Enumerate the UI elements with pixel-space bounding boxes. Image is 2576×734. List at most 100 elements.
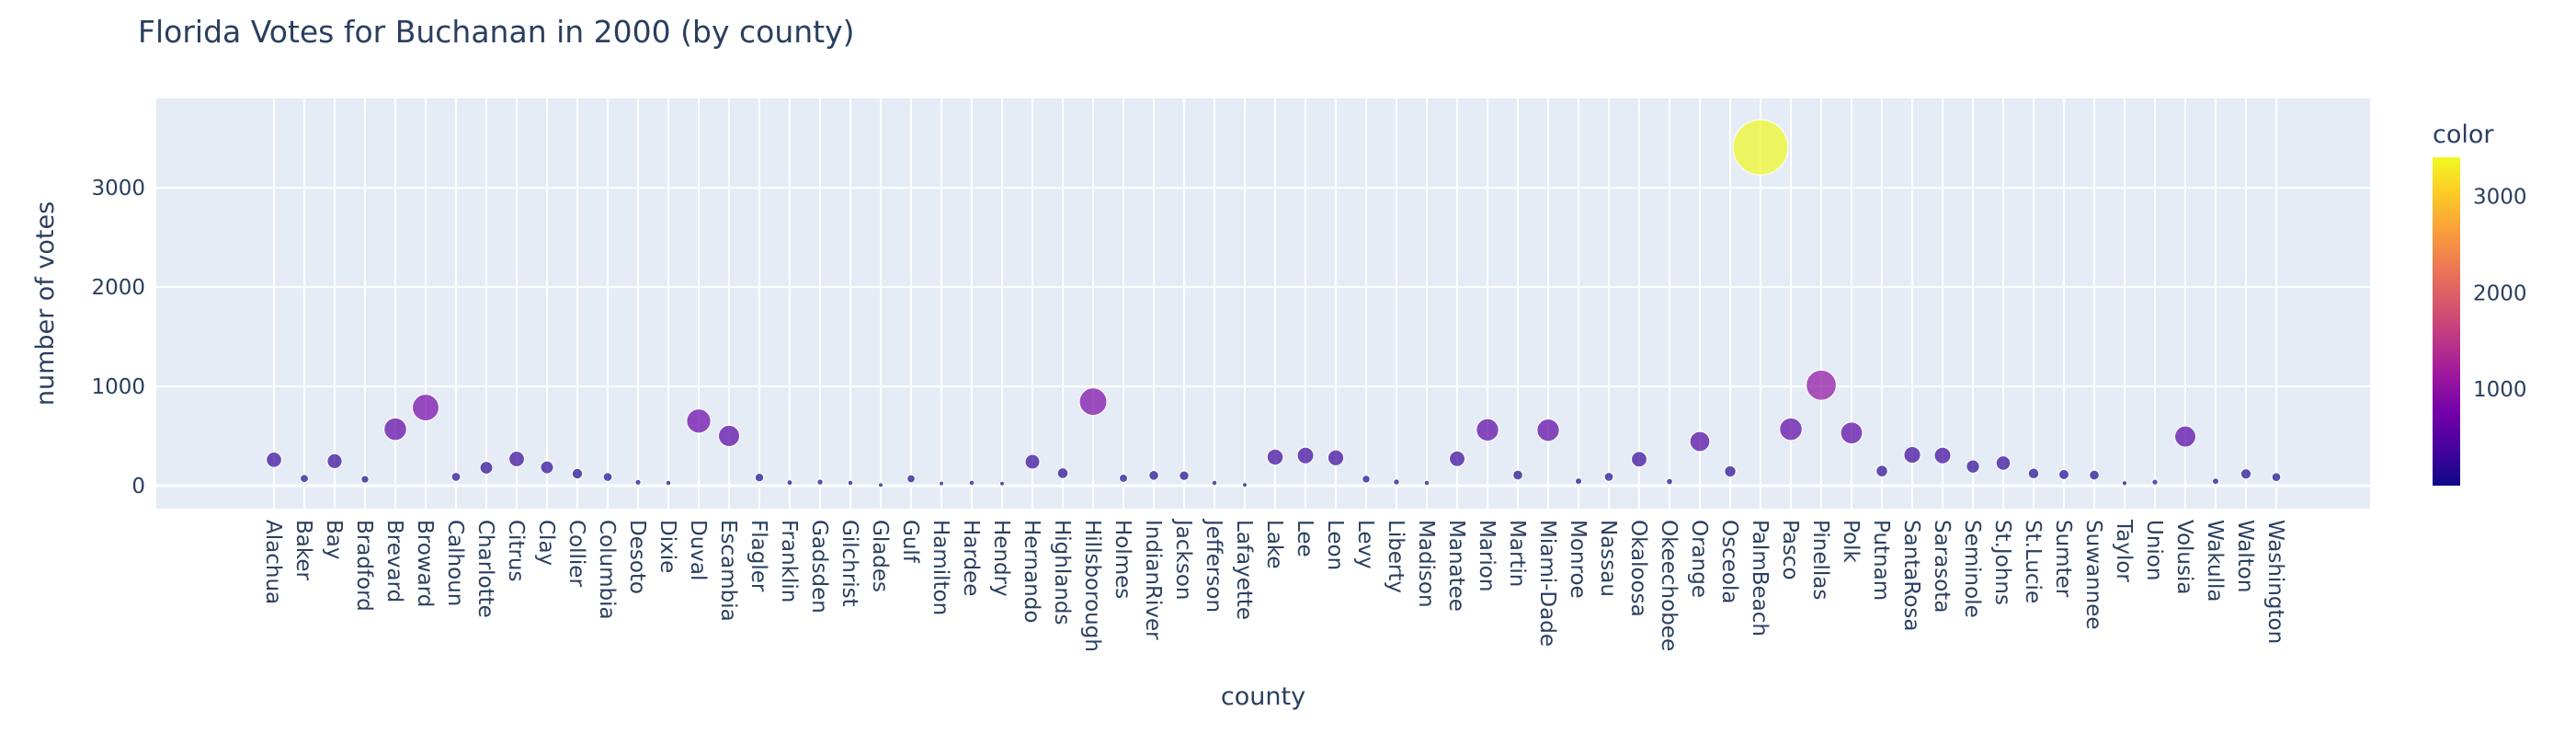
data-point[interactable]: [2089, 469, 2100, 481]
data-point[interactable]: [300, 474, 309, 484]
x-tick-label: Lee: [1293, 520, 1316, 557]
data-point[interactable]: [717, 424, 741, 447]
x-tick-label: Columbia: [595, 520, 619, 620]
y-tick-label: 0: [131, 475, 145, 499]
data-point[interactable]: [1933, 446, 1952, 464]
data-point[interactable]: [1603, 472, 1614, 482]
x-tick-label: Desoto: [625, 520, 649, 594]
x-tick-label: Escambia: [716, 520, 740, 622]
data-point[interactable]: [2174, 425, 2196, 448]
data-point[interactable]: [665, 479, 672, 487]
data-point[interactable]: [1449, 450, 1465, 467]
data-point[interactable]: [1056, 467, 1069, 479]
colorbar-tick-label: 2000: [2473, 281, 2527, 305]
x-tick-label: Okeechobee: [1657, 520, 1681, 651]
data-point[interactable]: [1362, 475, 1371, 484]
data-point[interactable]: [1966, 459, 1980, 474]
data-point[interactable]: [1024, 453, 1041, 470]
data-point[interactable]: [2151, 478, 2159, 486]
data-point[interactable]: [383, 417, 407, 442]
data-point[interactable]: [634, 478, 642, 486]
data-point[interactable]: [1903, 446, 1921, 464]
data-point[interactable]: [450, 472, 462, 482]
x-tick-label: Brevard: [382, 520, 406, 602]
colorbar-title: color: [2433, 120, 2494, 149]
data-point[interactable]: [1119, 473, 1128, 483]
data-point[interactable]: [1536, 419, 1560, 442]
data-point[interactable]: [1179, 470, 1190, 481]
data-point[interactable]: [2271, 472, 2282, 482]
data-point[interactable]: [686, 408, 712, 434]
data-point[interactable]: [1512, 469, 1523, 481]
data-point[interactable]: [1666, 477, 1673, 486]
data-point[interactable]: [571, 467, 584, 480]
data-point[interactable]: [1211, 479, 1218, 487]
data-point[interactable]: [360, 475, 370, 484]
x-tick-label: Franklin: [777, 520, 801, 602]
data-point[interactable]: [412, 394, 439, 421]
data-point[interactable]: [1689, 430, 1711, 453]
data-point[interactable]: [786, 479, 793, 487]
data-point[interactable]: [1574, 477, 1583, 486]
data-point[interactable]: [1423, 479, 1430, 487]
data-point[interactable]: [1732, 119, 1789, 176]
data-point[interactable]: [1327, 449, 1345, 466]
data-point[interactable]: [2212, 477, 2219, 486]
x-tick-label: Gilchrist: [838, 520, 861, 607]
data-point[interactable]: [1779, 417, 1803, 442]
y-axis-title: number of votes: [31, 201, 60, 406]
data-point[interactable]: [1724, 464, 1737, 478]
x-tick-label: IndianRiver: [1141, 520, 1165, 640]
data-point[interactable]: [326, 453, 343, 469]
data-point[interactable]: [968, 479, 975, 487]
data-point[interactable]: [1266, 448, 1284, 466]
data-point[interactable]: [1242, 482, 1248, 488]
data-point[interactable]: [2058, 468, 2069, 480]
data-point[interactable]: [540, 460, 554, 475]
x-tick-label: Manatee: [1444, 520, 1468, 612]
x-tick-label: Baker: [291, 520, 315, 581]
data-point[interactable]: [878, 482, 883, 488]
data-points: [266, 119, 2282, 488]
x-tick-label: Broward: [413, 520, 437, 607]
data-point[interactable]: [1875, 464, 1888, 477]
x-tick-label: Jackson: [1171, 518, 1195, 600]
x-tick-label: Bradford: [352, 520, 376, 612]
x-tick-label: Monroe: [1566, 520, 1590, 599]
data-point[interactable]: [2121, 480, 2128, 487]
x-tick-label: Wakulla: [2203, 520, 2227, 602]
data-point[interactable]: [1393, 478, 1400, 486]
plot-area: [156, 98, 2370, 509]
data-point[interactable]: [1078, 387, 1108, 417]
data-point[interactable]: [1148, 470, 1159, 481]
data-point[interactable]: [2027, 467, 2040, 479]
data-point[interactable]: [1476, 418, 1499, 442]
x-tick-label: Dixie: [655, 520, 679, 573]
data-point[interactable]: [1296, 446, 1315, 464]
data-point[interactable]: [266, 452, 282, 468]
x-tick-label: Osceola: [1717, 520, 1741, 603]
data-point[interactable]: [1840, 421, 1864, 445]
gridlines: [156, 98, 2370, 509]
data-point[interactable]: [508, 451, 525, 467]
data-point[interactable]: [1995, 455, 2012, 471]
x-tick-label: Hillsborough: [1080, 520, 1104, 652]
data-point[interactable]: [847, 479, 854, 487]
data-point[interactable]: [1631, 451, 1647, 468]
x-tick-label: Union: [2142, 520, 2166, 580]
data-point[interactable]: [2240, 468, 2252, 480]
x-tick-label: Volusia: [2172, 520, 2196, 594]
x-tick-label: SantaRosa: [1899, 520, 1923, 631]
data-point[interactable]: [479, 461, 494, 475]
data-point[interactable]: [816, 478, 824, 486]
data-point[interactable]: [754, 473, 765, 483]
x-tick-label: Martin: [1505, 520, 1529, 587]
data-point[interactable]: [906, 474, 916, 484]
data-point[interactable]: [1806, 369, 1837, 401]
data-point[interactable]: [999, 480, 1005, 487]
x-tick-label: Nassau: [1596, 520, 1620, 597]
data-point[interactable]: [939, 480, 944, 487]
x-tick-label: Highlands: [1050, 520, 1074, 625]
x-tick-label: Taylor: [2112, 519, 2136, 582]
data-point[interactable]: [602, 472, 613, 482]
